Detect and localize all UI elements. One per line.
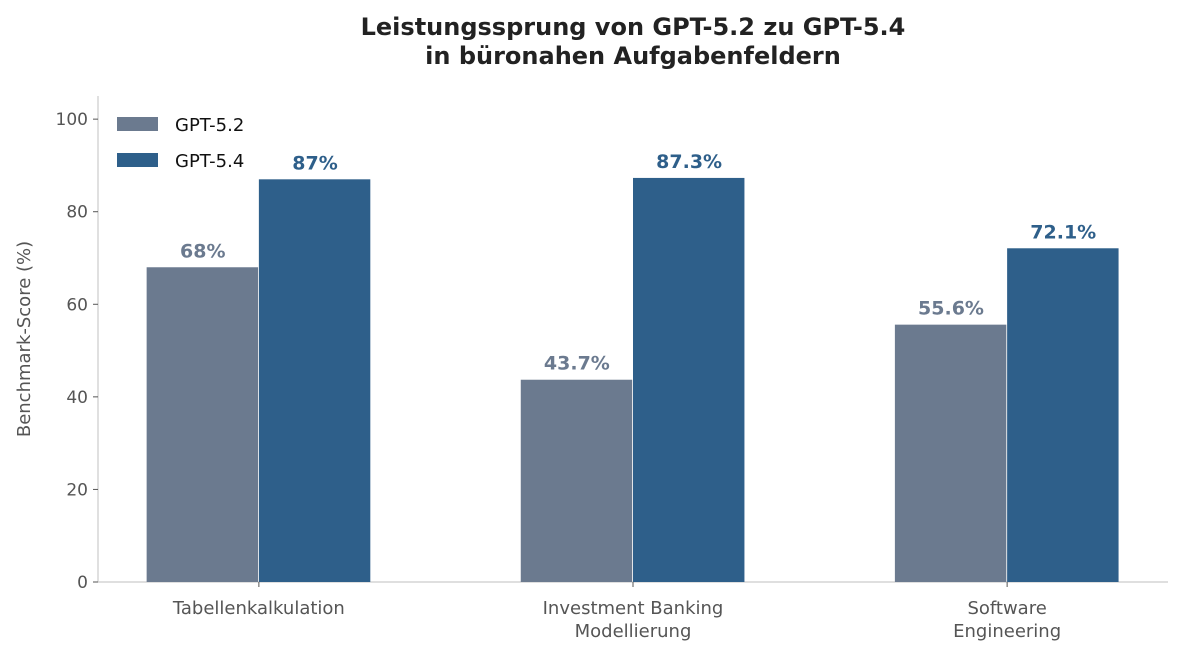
- x-tick-label: Tabellenkalkulation: [172, 598, 345, 619]
- y-tick-label: 80: [66, 203, 88, 223]
- legend-swatch: [117, 153, 158, 167]
- legend-label: GPT-5.2: [175, 115, 244, 136]
- y-tick-label: 0: [77, 573, 88, 593]
- legend-label: GPT-5.4: [175, 151, 244, 172]
- bar-value-label: 87%: [292, 152, 337, 174]
- legend-swatch: [117, 117, 158, 131]
- bar-value-label: 55.6%: [918, 298, 984, 320]
- y-tick-label: 100: [56, 110, 88, 130]
- x-tick-label: Engineering: [953, 621, 1061, 642]
- bar-gpt-5-2: [146, 267, 259, 582]
- bar-value-label: 68%: [180, 240, 225, 262]
- y-tick-label: 60: [66, 295, 88, 315]
- bar-value-label: 43.7%: [544, 353, 610, 375]
- y-tick-label: 40: [66, 388, 88, 408]
- chart-title: Leistungssprung von GPT-5.2 zu GPT-5.4: [361, 13, 906, 41]
- x-tick-label: Modellierung: [575, 621, 692, 642]
- bar-gpt-5-2: [520, 379, 633, 582]
- bar-value-label: 72.1%: [1030, 221, 1096, 243]
- chart-title: in büronahen Aufgabenfeldern: [425, 42, 841, 70]
- bar-gpt-5-4: [1007, 248, 1119, 582]
- x-tick-label: Software: [967, 598, 1046, 619]
- bar-gpt-5-4: [633, 177, 745, 582]
- bar-gpt-5-4: [258, 179, 371, 583]
- bar-gpt-5-2: [894, 324, 1007, 582]
- x-tick-label: Investment Banking: [543, 598, 724, 619]
- y-axis-label: Benchmark-Score (%): [14, 241, 35, 437]
- y-tick-label: 20: [66, 480, 88, 500]
- bar-value-label: 87.3%: [656, 151, 722, 173]
